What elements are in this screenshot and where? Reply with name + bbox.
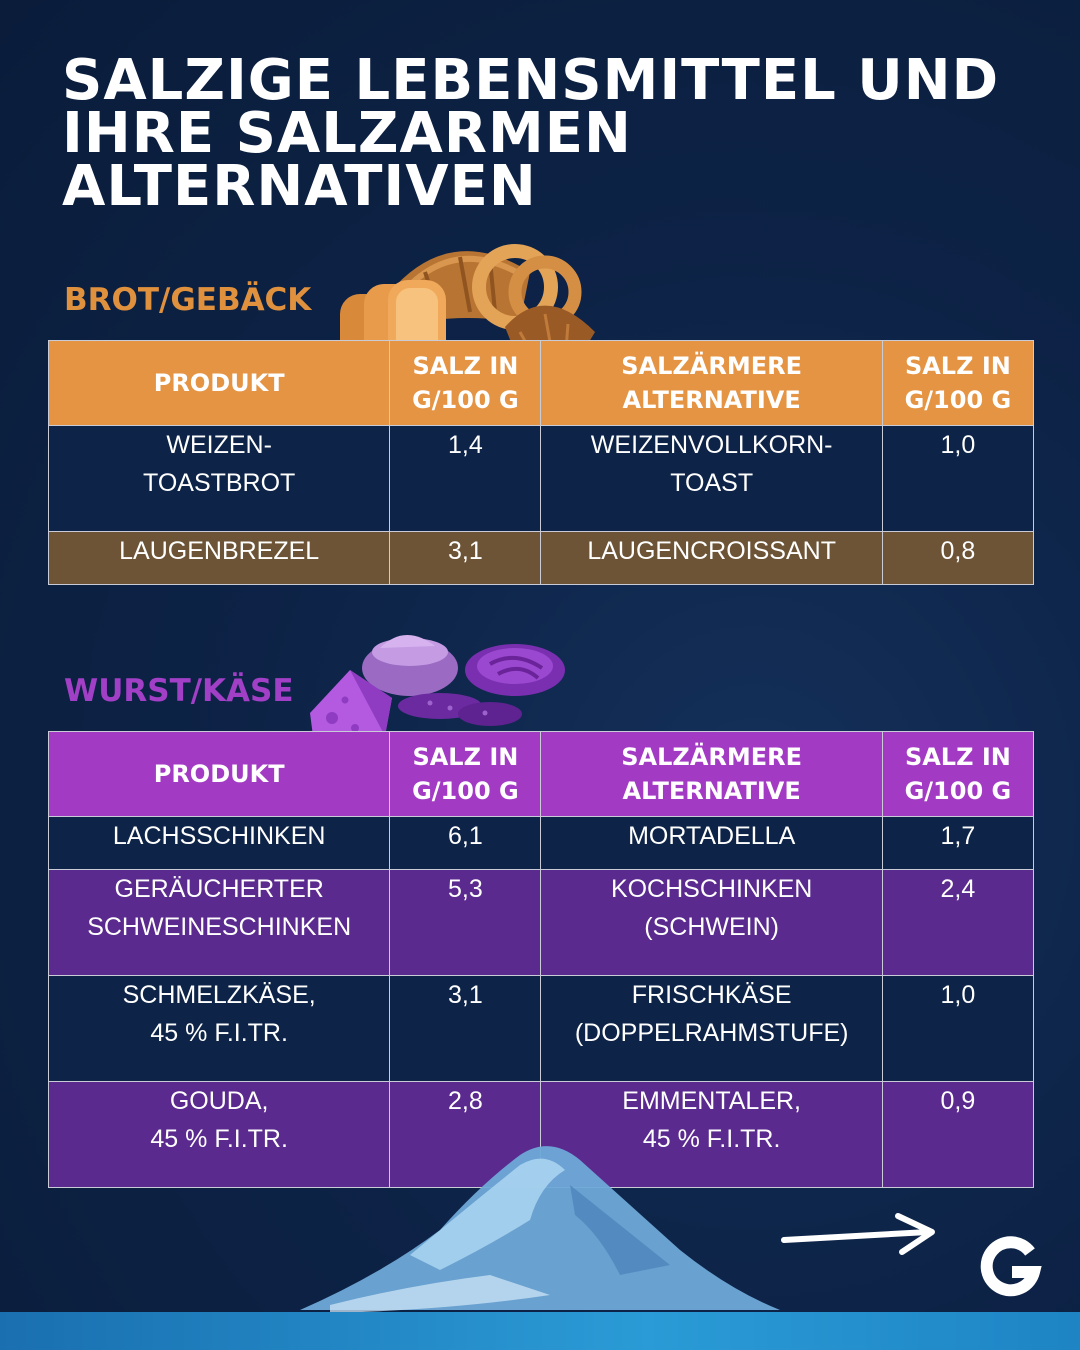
table-row: LAUGENBREZEL 3,1 LAUGENCROISSANT 0,8 [47,531,1035,585]
alt-salt-cell: 1,7 [881,816,1035,870]
alternative-cell: FRISCHKÄSE (DOPPELRAHMSTUFE) [540,975,883,1082]
table-row: GOUDA, 45 % F.I.TR. 2,8 EMMENTALER, 45 %… [47,1081,1035,1188]
wurst-table: PRODUKT SALZ IN G/100 G SALZÄRMERE ALTER… [47,731,1035,1188]
table-row: GERÄUCHERTER SCHWEINESCHINKEN 5,3 KOCHSC… [47,869,1035,976]
g-logo-icon [980,1236,1042,1297]
header-alt-salt: SALZ IN G/100 G [881,340,1035,426]
product-line: GOUDA, [169,1087,269,1115]
salt-cell: 1,4 [389,425,542,532]
alternative-line: FRISCHKÄSE [631,981,792,1009]
arrow-right-icon[interactable] [780,1210,940,1260]
alternative-line: (SCHWEIN) [644,913,780,941]
product-line: GERÄUCHERTER [114,875,324,903]
alt-salt-cell: 1,0 [881,975,1035,1082]
salt-cell: 5,3 [389,869,542,976]
salt-cell: 6,1 [389,816,542,870]
header-alt-salt: SALZ IN G/100 G [881,731,1035,817]
alternative-cell: LAUGENCROISSANT [540,531,883,585]
alternative-line: (DOPPELRAHMSTUFE) [574,1019,849,1047]
header-alternative: SALZÄRMERE ALTERNATIVE [540,731,883,817]
header-alternative: SALZÄRMERE ALTERNATIVE [540,340,883,426]
alternative-line: 45 % F.I.TR. [642,1125,781,1153]
table-row: LACHSSCHINKEN 6,1 MORTADELLA 1,7 [47,816,1035,870]
product-cell: LACHSSCHINKEN [47,816,391,870]
alt-salt-cell: 0,9 [881,1081,1035,1188]
product-line: 45 % F.I.TR. [150,1019,288,1047]
salt-cell: 3,1 [389,975,542,1082]
product-line: WEIZEN- [166,431,272,459]
page-title: SALZIGE LEBENSMITTEL UND IHRE SALZARMEN … [62,53,1022,215]
table-row: WEIZEN- TOASTBROT 1,4 WEIZENVOLLKORN- TO… [47,425,1035,532]
title-line-1: SALZIGE LEBENSMITTEL UND [62,48,1000,113]
sausage-cheese-illustration [310,634,565,744]
table-header-row: PRODUKT SALZ IN G/100 G SALZÄRMERE ALTER… [47,731,1035,817]
header-salt: SALZ IN G/100 G [389,731,542,817]
alt-salt-cell: 2,4 [881,869,1035,976]
table-header-row: PRODUKT SALZ IN G/100 G SALZÄRMERE ALTER… [47,340,1035,426]
header-product: PRODUKT [47,731,391,817]
alt-salt-cell: 1,0 [881,425,1035,532]
product-cell: GOUDA, 45 % F.I.TR. [47,1081,391,1188]
alternative-line: WEIZENVOLLKORN- [590,431,833,459]
product-cell: GERÄUCHERTER SCHWEINESCHINKEN [47,869,391,976]
alternative-line: KOCHSCHINKEN [610,875,813,903]
header-salt: SALZ IN G/100 G [389,340,542,426]
title-line-2: IHRE SALZARMEN [62,101,632,166]
product-cell: WEIZEN- TOASTBROT [47,425,391,532]
product-line: TOASTBROT [143,469,296,497]
bottom-bar [0,1312,1080,1350]
product-cell: SCHMELZKÄSE, 45 % F.I.TR. [47,975,391,1082]
alternative-cell: EMMENTALER, 45 % F.I.TR. [540,1081,883,1188]
alternative-line: TOAST [670,469,754,497]
header-product: PRODUKT [47,340,391,426]
product-line: SCHWEINESCHINKEN [87,913,352,941]
product-line: SCHMELZKÄSE, [122,981,316,1009]
section-label-wurst: WURST/KÄSE [64,673,294,709]
alternative-cell: MORTADELLA [540,816,883,870]
salt-pile-illustration [300,1146,780,1324]
table-row: SCHMELZKÄSE, 45 % F.I.TR. 3,1 FRISCHKÄSE… [47,975,1035,1082]
alternative-cell: WEIZENVOLLKORN- TOAST [540,425,883,532]
title-line-3: ALTERNATIVEN [62,154,537,219]
product-line: 45 % F.I.TR. [150,1125,288,1153]
section-label-brot: BROT/GEBÄCK [64,282,312,318]
brot-table: PRODUKT SALZ IN G/100 G SALZÄRMERE ALTER… [47,340,1035,585]
product-cell: LAUGENBREZEL [47,531,391,585]
alternative-cell: KOCHSCHINKEN (SCHWEIN) [540,869,883,976]
alternative-line: EMMENTALER, [622,1087,802,1115]
alt-salt-cell: 0,8 [881,531,1035,585]
salt-cell: 3,1 [389,531,542,585]
